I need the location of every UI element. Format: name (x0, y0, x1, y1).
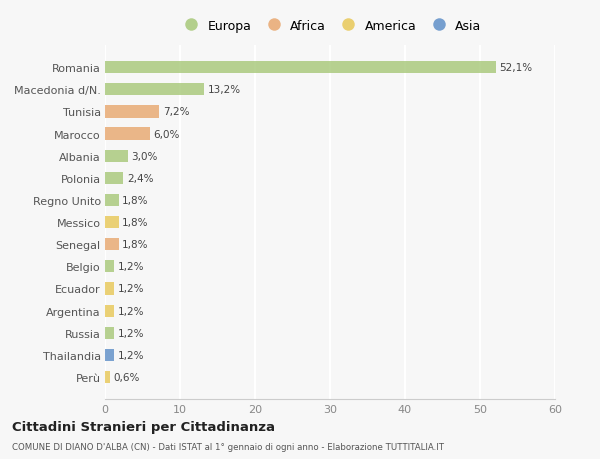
Bar (105, 217, 119, 229)
Text: 1,8%: 1,8% (122, 218, 149, 228)
Text: 52,1%: 52,1% (499, 63, 533, 73)
Legend: Europa, Africa, America, Asia: Europa, Africa, America, Asia (179, 20, 481, 33)
Text: 1,2%: 1,2% (118, 328, 144, 338)
Text: 1,8%: 1,8% (122, 196, 149, 206)
Bar (105, 327, 114, 339)
Bar (105, 150, 128, 162)
Bar (105, 173, 123, 185)
Text: 2,4%: 2,4% (127, 174, 153, 184)
Bar (105, 128, 150, 140)
Text: 7,2%: 7,2% (163, 107, 189, 117)
Bar (105, 239, 119, 251)
Bar (105, 283, 114, 295)
Text: COMUNE DI DIANO D'ALBA (CN) - Dati ISTAT al 1° gennaio di ogni anno - Elaborazio: COMUNE DI DIANO D'ALBA (CN) - Dati ISTAT… (12, 442, 444, 451)
Text: 13,2%: 13,2% (208, 85, 241, 95)
Text: 1,2%: 1,2% (118, 284, 144, 294)
Bar (105, 62, 496, 74)
Text: 0,6%: 0,6% (113, 372, 140, 382)
Bar (105, 305, 114, 317)
Bar (105, 84, 204, 96)
Bar (105, 371, 110, 383)
Text: 1,8%: 1,8% (122, 240, 149, 250)
Text: 1,2%: 1,2% (118, 262, 144, 272)
Bar (105, 349, 114, 361)
Bar (105, 106, 159, 118)
Text: 1,2%: 1,2% (118, 350, 144, 360)
Bar (105, 261, 114, 273)
Text: 6,0%: 6,0% (154, 129, 180, 139)
Text: 3,0%: 3,0% (131, 151, 158, 162)
Text: Cittadini Stranieri per Cittadinanza: Cittadini Stranieri per Cittadinanza (12, 420, 275, 433)
Bar (105, 195, 119, 207)
Text: 1,2%: 1,2% (118, 306, 144, 316)
